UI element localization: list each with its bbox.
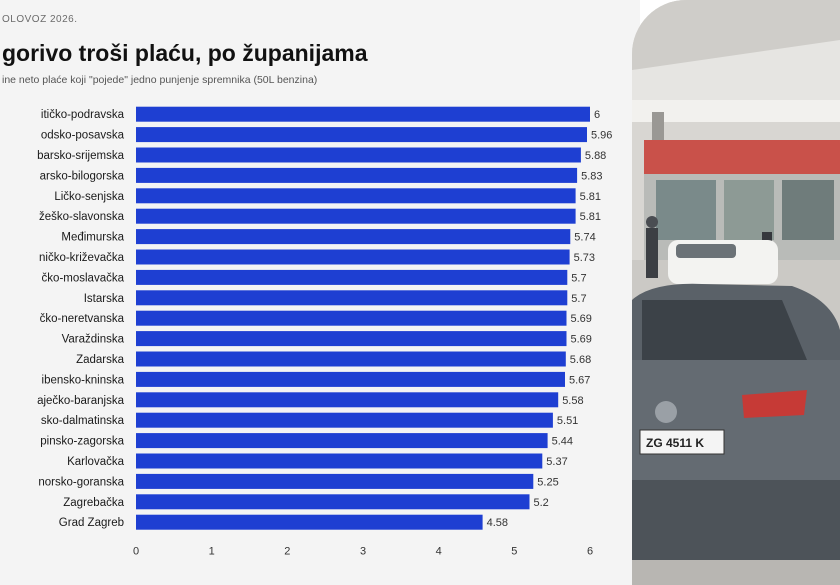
chart-card: OLOVOZ 2026. gorivo troši plaću, po župa…	[0, 0, 640, 585]
value-label-1: 5.96	[591, 130, 612, 142]
value-label-16: 5.44	[552, 436, 573, 448]
bar-1	[136, 127, 587, 143]
category-label-8: čko-moslavačka	[42, 272, 125, 284]
category-label-9: Istarska	[84, 293, 125, 305]
chart-title: gorivo troši plaću, po županijama	[2, 40, 368, 66]
bar-9	[136, 290, 568, 306]
value-label-18: 5.25	[537, 476, 558, 488]
category-label-2: barsko-srijemska	[37, 150, 125, 162]
category-label-13: ibensko-kninska	[42, 374, 125, 386]
category-label-20: Grad Zagreb	[59, 517, 124, 529]
category-label-11: Varaždinska	[62, 334, 125, 346]
chart-subtitle: ine neto plaće koji "pojede" jedno punje…	[2, 74, 318, 86]
value-label-11: 5.69	[571, 334, 592, 346]
category-label-1: odsko-posavska	[41, 130, 125, 142]
x-tick-5: 5	[511, 545, 517, 557]
bar-5	[136, 208, 576, 224]
value-label-4: 5.81	[580, 191, 601, 203]
value-label-2: 5.88	[585, 150, 606, 162]
x-tick-0: 0	[133, 545, 139, 557]
category-label-12: Zadarska	[76, 354, 125, 366]
bar-0	[136, 106, 590, 122]
category-label-6: Međimurska	[61, 232, 124, 244]
bar-15	[136, 412, 553, 428]
bar-6	[136, 229, 571, 245]
value-label-3: 5.83	[581, 170, 602, 182]
x-tick-2: 2	[284, 545, 290, 557]
value-label-9: 5.7	[571, 293, 586, 305]
category-label-7: ničko-križevačka	[39, 252, 125, 264]
bar-12	[136, 351, 566, 367]
bar-11	[136, 331, 567, 347]
bar-10	[136, 310, 567, 326]
category-label-10: čko-neretvanska	[40, 313, 125, 325]
category-label-14: aječko-baranjska	[37, 395, 125, 407]
x-tick-1: 1	[209, 545, 215, 557]
value-label-6: 5.74	[574, 232, 595, 244]
category-label-0: itičko-podravska	[41, 109, 125, 121]
x-tick-6: 6	[587, 545, 593, 557]
value-label-12: 5.68	[570, 354, 591, 366]
value-label-8: 5.7	[571, 272, 586, 284]
bar-4	[136, 188, 576, 204]
category-label-15: sko-dalmatinska	[41, 415, 125, 427]
category-label-17: Karlovačka	[67, 456, 124, 468]
gas-station-photo: ZG 4511 K	[632, 0, 840, 585]
value-label-5: 5.81	[580, 211, 601, 223]
category-label-5: žeško-slavonska	[39, 211, 125, 223]
category-label-18: norsko-goranska	[38, 476, 124, 488]
category-label-3: arsko-bilogorska	[40, 170, 125, 182]
value-label-13: 5.67	[569, 374, 590, 386]
bar-20	[136, 514, 483, 530]
value-label-14: 5.58	[562, 395, 583, 407]
value-label-10: 5.69	[571, 313, 592, 325]
bar-19	[136, 494, 530, 510]
license-plate-text: ZG 4511 K	[646, 436, 704, 450]
x-tick-3: 3	[360, 545, 366, 557]
bar-7	[136, 249, 570, 265]
x-tick-4: 4	[436, 545, 442, 557]
bar-3	[136, 167, 578, 183]
category-label-19: Zagrebačka	[63, 497, 124, 509]
bar-8	[136, 269, 568, 285]
value-label-0: 6	[594, 109, 600, 121]
bar-14	[136, 392, 559, 408]
bar-2	[136, 147, 581, 163]
bar-16	[136, 433, 548, 449]
value-label-20: 4.58	[487, 517, 508, 529]
bar-13	[136, 371, 565, 387]
value-label-7: 5.73	[574, 252, 595, 264]
bar-17	[136, 453, 543, 469]
category-label-16: pinsko-zagorska	[40, 436, 124, 448]
category-label-4: Ličko-senjska	[54, 191, 124, 203]
value-label-17: 5.37	[546, 456, 567, 468]
bar-chart: itičko-podravska 6 odsko-posavska 5.96 barsk…	[37, 106, 612, 557]
chart-kicker: OLOVOZ 2026.	[2, 14, 78, 25]
value-label-15: 5.51	[557, 415, 578, 427]
bar-18	[136, 473, 534, 489]
value-label-19: 5.2	[534, 497, 549, 509]
gas-station-illustration: ZG 4511 K	[632, 0, 840, 585]
